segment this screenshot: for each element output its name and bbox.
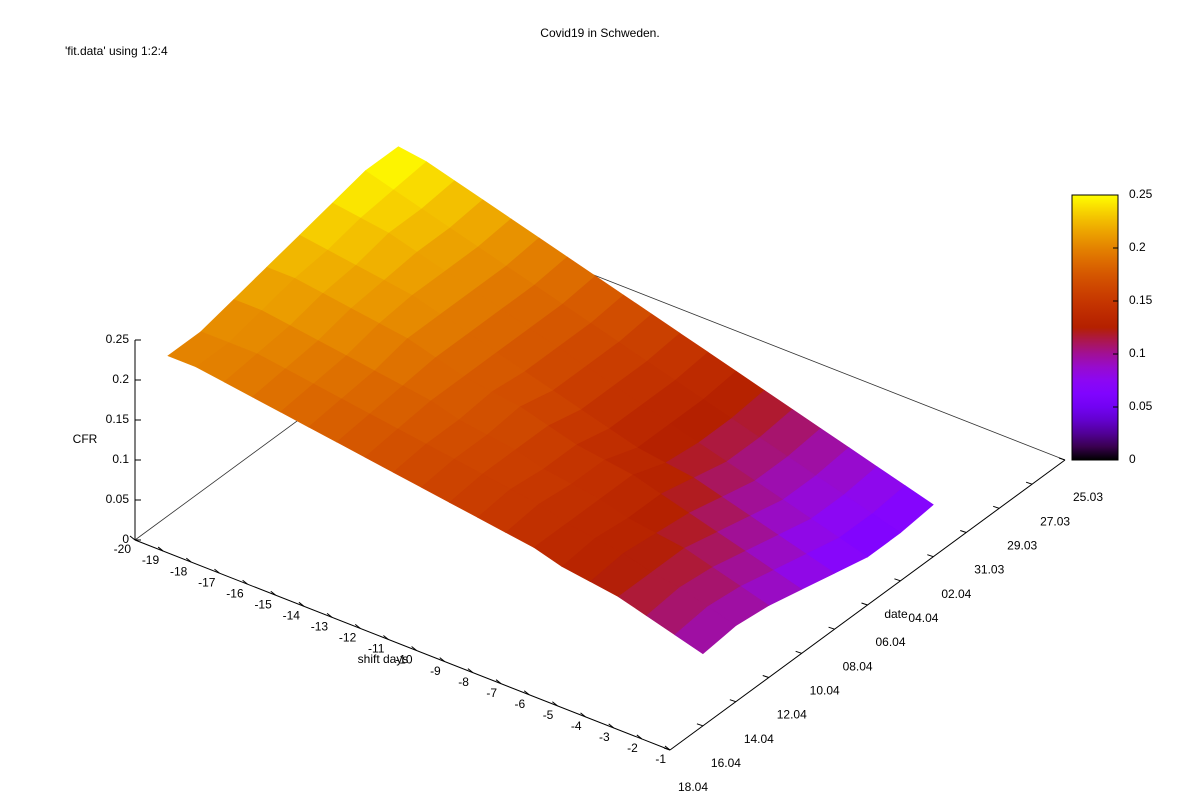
z-axis-label: CFR [73,432,98,446]
x-tick-label: -5 [543,708,554,722]
y-tick-label: 06.04 [876,635,906,649]
y-tick-label: 02.04 [941,587,971,601]
x-tick-label: -20 [114,542,132,556]
x-tick-label: -11 [368,642,385,656]
x-tick [636,734,643,740]
x-tick [242,579,248,585]
x-axis [134,539,671,751]
x-tick-label: -8 [458,675,469,689]
x-tick [186,557,192,563]
x-tick-label: -6 [515,697,526,711]
surface-cell [674,606,737,655]
y-tick [993,505,1000,509]
x-tick [495,679,502,685]
colorbar-tick-label: 0.1 [1129,346,1146,360]
x-tick-label: -15 [254,597,272,611]
z-tick-label: 0.2 [112,372,129,386]
y-axis-label: date [884,607,908,621]
x-tick [270,590,277,596]
z-tick-label: 0 [122,532,129,546]
y-tick-label: 18.04 [678,780,708,794]
y-tick-label: 16.04 [711,756,741,770]
x-tick [580,712,586,718]
x-tick [298,601,305,607]
y-tick-label: 31.03 [974,563,1004,577]
x-tick [214,568,220,574]
colorbar-tick-label: 0.25 [1129,187,1153,201]
y-tick-label: 10.04 [810,684,840,698]
x-tick-label: -4 [571,719,582,733]
x-tick-label: -7 [486,686,497,700]
y-tick [729,699,736,703]
x-tick [383,635,389,640]
y-tick [1025,481,1033,485]
y-tick-label: 08.04 [843,659,873,673]
x-tick-label: -3 [599,730,610,744]
subtitle: 'fit.data' using 1:2:4 [65,44,168,58]
colorbar-tick-label: 0.2 [1129,240,1146,254]
y-tick [762,675,769,678]
x-tick-label: -14 [283,608,301,622]
y-tick [960,530,967,533]
x-tick [523,690,530,696]
x-tick [157,546,164,552]
colorbar-tick-label: 0.15 [1129,293,1153,307]
x-tick [552,701,558,707]
x-tick-label: -9 [430,664,441,678]
colorbar [1071,194,1119,461]
y-tick [795,650,802,654]
x-tick [326,612,333,618]
y-tick [1058,457,1066,461]
y-tick [894,578,901,582]
colorbar-tick-label: 0.05 [1129,399,1153,413]
y-tick-label: 12.04 [777,708,807,722]
x-tick-label: -13 [311,620,329,634]
x-tick [354,624,361,629]
colorbar-tick-label: 0 [1129,452,1136,466]
y-tick [663,747,671,751]
y-tick-label: 04.04 [908,611,938,625]
z-tick-label: 0.15 [106,412,130,426]
y-tick-label: 29.03 [1007,539,1037,553]
x-tick-label: -18 [170,564,188,578]
x-tick [129,535,136,541]
x-tick-label: -2 [627,741,638,755]
y-tick [696,723,704,727]
y-tick [927,554,934,558]
x-tick [467,668,474,674]
y-tick [828,626,835,630]
z-tick-label: 0.05 [106,492,130,506]
y-tick-label: 27.03 [1040,514,1070,528]
x-tick-label: -1 [655,752,666,766]
x-axis-label: shift days [358,652,409,666]
x-tick-label: -19 [142,553,160,567]
y-tick-label: 14.04 [744,732,774,746]
y-tick [861,602,868,606]
x-tick [411,646,417,651]
y-tick-label: 25.03 [1073,490,1103,504]
x-tick-label: -17 [198,575,216,589]
chart-title: Covid19 in Schweden. [540,26,659,40]
x-tick-label: -12 [339,631,357,645]
x-tick-label: -16 [226,586,244,600]
x-tick-label: -10 [395,653,413,667]
z-tick-label: 0.25 [106,332,130,346]
x-tick [439,657,446,662]
x-tick [608,723,614,729]
z-tick-label: 0.1 [112,452,129,466]
